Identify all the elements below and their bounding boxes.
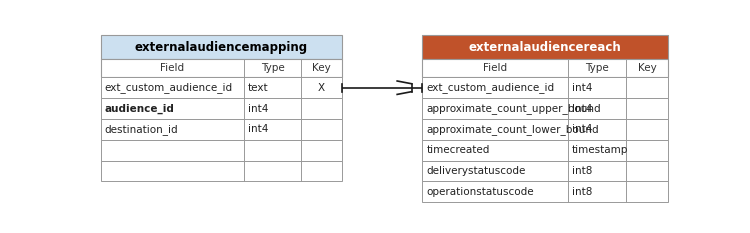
Text: int4: int4 [248,124,268,134]
Text: deliverystatuscode: deliverystatuscode [426,166,526,176]
Bar [100,161,342,181]
Text: audience_id: audience_id [105,103,175,114]
Text: ext_custom_audience_id: ext_custom_audience_id [105,82,233,93]
Bar [100,98,342,119]
Text: int8: int8 [572,166,592,176]
Text: timecreated: timecreated [426,145,490,155]
Text: approximate_count_lower_bound: approximate_count_lower_bound [426,124,598,135]
Text: timestamp: timestamp [572,145,628,155]
Bar [422,98,668,119]
Bar [422,161,668,181]
Text: approximate_count_upper_bound: approximate_count_upper_bound [426,103,601,114]
Bar [422,35,668,59]
Text: externalaudiencereach: externalaudiencereach [469,41,622,54]
Text: Key: Key [638,63,656,73]
Text: externalaudiencemapping: externalaudiencemapping [135,41,308,54]
Text: int8: int8 [572,187,592,197]
Text: int4: int4 [572,83,592,93]
Bar [100,35,342,59]
Bar [100,77,342,98]
Text: destination_id: destination_id [105,124,178,135]
Text: Field: Field [483,63,507,73]
Text: Key: Key [312,63,331,73]
Text: ext_custom_audience_id: ext_custom_audience_id [426,82,554,93]
Bar [100,59,342,77]
Text: Type: Type [261,63,284,73]
Text: Type: Type [586,63,609,73]
Text: int4: int4 [572,124,592,134]
Text: Int4: Int4 [572,103,592,113]
Bar [100,140,342,161]
Text: int4: int4 [248,103,268,113]
Bar [422,59,668,77]
Text: operationstatuscode: operationstatuscode [426,187,534,197]
Bar [422,77,668,98]
Text: text: text [248,83,268,93]
Bar [422,181,668,202]
Bar [422,119,668,140]
Text: Field: Field [160,63,184,73]
Bar [100,119,342,140]
Text: X: X [318,83,325,93]
Bar [422,140,668,161]
